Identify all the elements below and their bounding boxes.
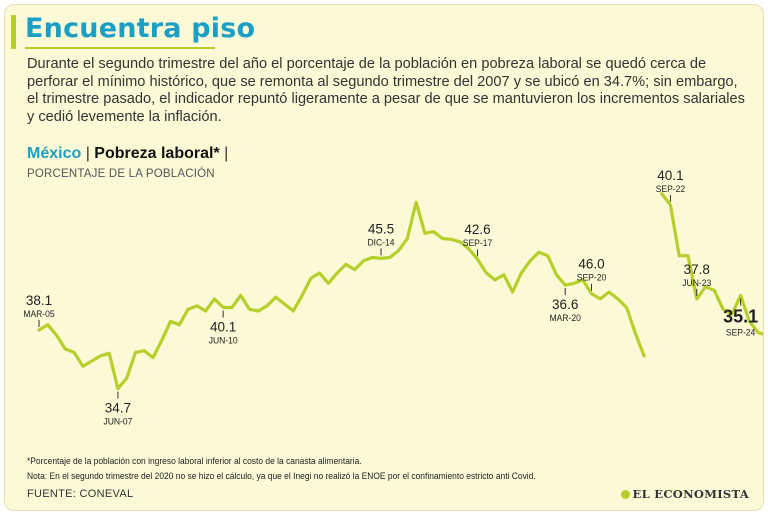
- chart-title: México | Pobreza laboral* |: [27, 145, 228, 163]
- title-underline: [25, 47, 215, 49]
- footnote-definition: *Porcentaje de la población con ingreso …: [27, 456, 362, 467]
- annotation-value: 37.8: [684, 262, 710, 277]
- annotation-date: JUN-10: [209, 335, 238, 346]
- annotation-value: 36.6: [552, 297, 578, 312]
- annotation-date: MAR-05: [23, 309, 54, 320]
- chart-title-separator: |: [81, 145, 95, 162]
- brand-name: EL ECONOMISTA: [632, 487, 749, 501]
- annotation-date: JUN-07: [103, 416, 132, 427]
- annotation-value: 40.1: [210, 320, 236, 335]
- page-title: Encuentra piso: [25, 13, 256, 44]
- annotation-value: 42.6: [464, 222, 490, 237]
- series-line-2: [660, 192, 763, 336]
- annotation-value: 40.1: [657, 168, 683, 183]
- annotation-date: SEP-17: [463, 238, 492, 249]
- intro-paragraph: Durante el segundo trimestre del año el …: [27, 56, 745, 125]
- chart-subtitle: PORCENTAJE DE LA POBLACIÓN: [27, 168, 215, 180]
- annotation-value: 34.7: [105, 401, 131, 416]
- brand-mark-icon: [620, 490, 630, 499]
- annotation-value: 35.1: [723, 306, 758, 326]
- annotation-date: SEP-24: [726, 327, 755, 338]
- annotation-date: JUN-23: [682, 277, 711, 288]
- brand-logo: EL ECONOMISTA: [620, 487, 750, 501]
- footnotes: *Porcentaje de la población con ingreso …: [27, 454, 536, 484]
- annotation-value: 46.0: [578, 257, 604, 272]
- series-group: [37, 192, 763, 391]
- source-label: FUENTE: CONEVAL: [27, 488, 134, 500]
- infographic-card: Encuentra piso Durante el segundo trimes…: [4, 4, 764, 511]
- annotation-value: 38.1: [26, 293, 52, 308]
- annotations-group: 38.1MAR-0534.7JUN-0740.1JUN-1045.5DIC-14…: [23, 168, 758, 427]
- line-chart: 38.1MAR-0534.7JUN-0740.1JUN-1045.5DIC-14…: [23, 168, 763, 427]
- title-accent-bar: [11, 15, 16, 49]
- annotation-date: DIC-14: [368, 237, 395, 248]
- footnote-covid: Nota: En el segundo trimestre del 2020 n…: [27, 471, 536, 482]
- annotation-date: SEP-22: [656, 183, 685, 194]
- annotation-date: MAR-20: [550, 313, 581, 324]
- annotation-value: 45.5: [368, 221, 394, 236]
- annotation-date: SEP-20: [577, 272, 606, 283]
- chart-title-name: Pobreza laboral*: [94, 145, 220, 162]
- series-line-1: [37, 200, 646, 391]
- chart-title-separator-end: |: [219, 145, 229, 162]
- chart-title-country: México: [27, 145, 82, 162]
